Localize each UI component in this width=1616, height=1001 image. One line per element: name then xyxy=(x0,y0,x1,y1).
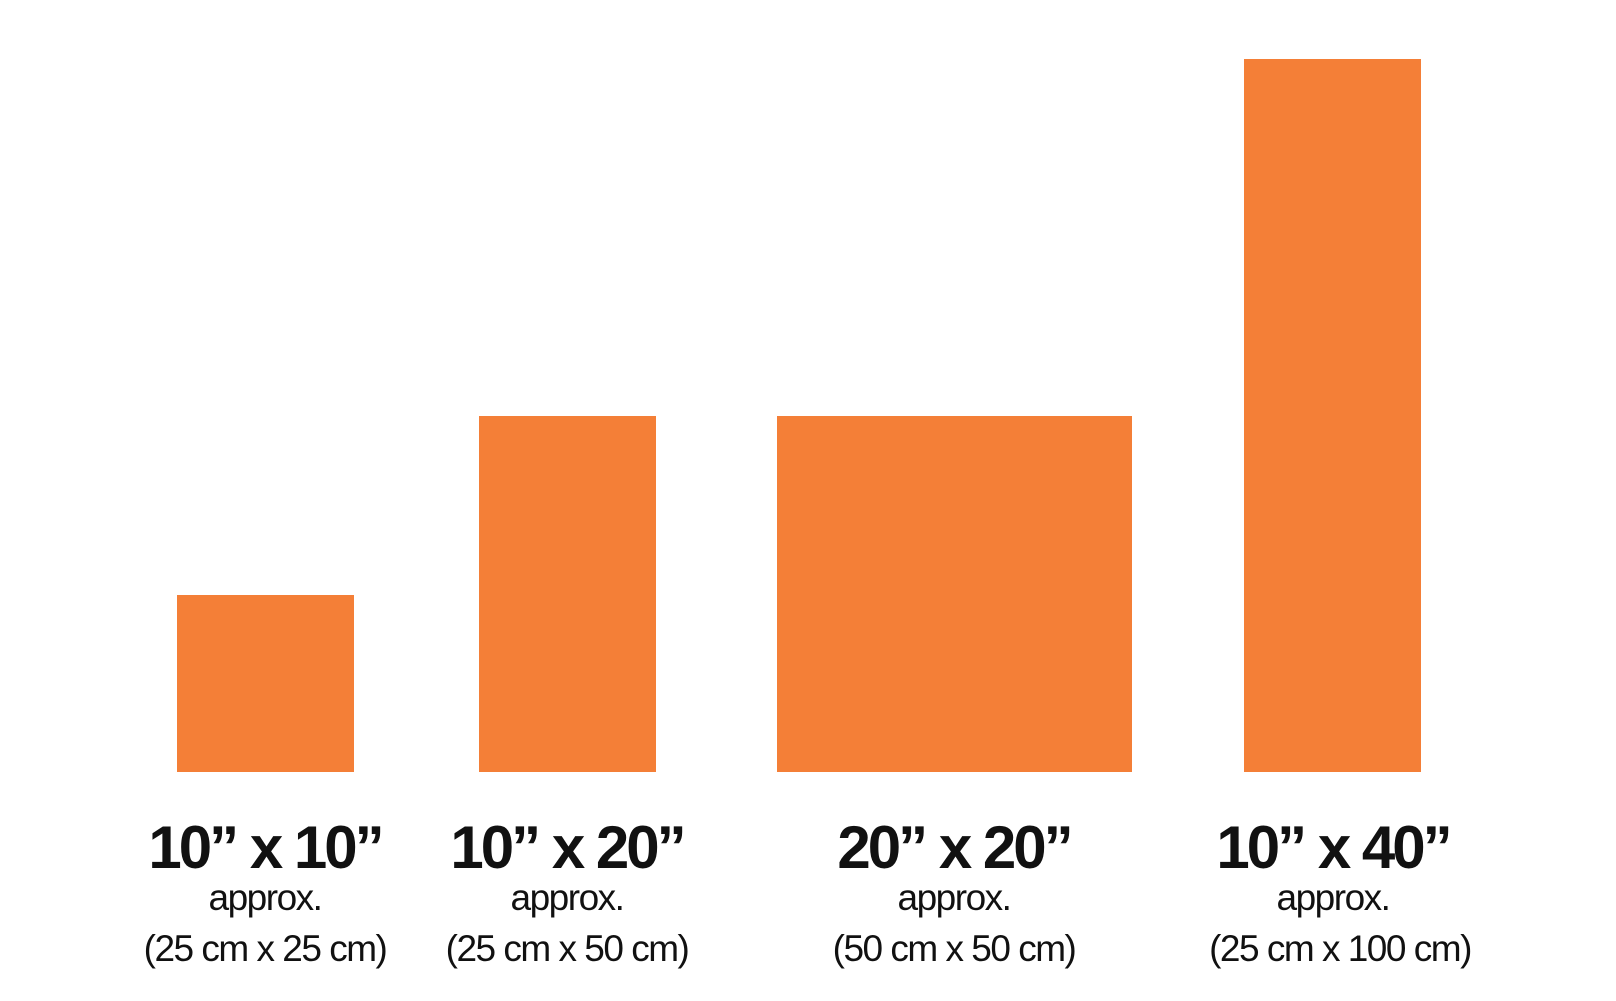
size-label: 10” x 20” xyxy=(450,814,683,881)
metric-size: (25 cm x 25 cm) xyxy=(144,928,387,969)
size-label: 10” x 40” xyxy=(1216,814,1449,881)
metric-size: (25 cm x 50 cm) xyxy=(446,928,689,969)
approx-text: approx. xyxy=(898,877,1011,918)
approx-text: approx. xyxy=(209,877,322,918)
size-block xyxy=(177,595,354,772)
size-block xyxy=(479,416,656,772)
approx-text: approx. xyxy=(1277,877,1390,918)
size-block xyxy=(1244,59,1421,772)
approx-text: approx. xyxy=(511,877,624,918)
size-block xyxy=(777,416,1132,772)
metric-size: (50 cm x 50 cm) xyxy=(833,928,1076,969)
size-label: 20” x 20” xyxy=(837,814,1070,881)
metric-size: (25 cm x 100 cm) xyxy=(1209,928,1471,969)
size-label: 10” x 10” xyxy=(148,814,381,881)
